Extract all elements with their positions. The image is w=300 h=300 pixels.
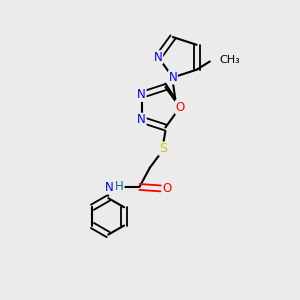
Text: N: N [105, 181, 113, 194]
Text: S: S [159, 142, 167, 155]
Text: N: N [137, 88, 146, 101]
Text: H: H [115, 180, 124, 194]
Text: CH₃: CH₃ [219, 55, 240, 65]
Text: N: N [154, 51, 163, 64]
Text: O: O [163, 182, 172, 195]
Text: N: N [137, 113, 146, 126]
Text: N: N [169, 71, 177, 84]
Text: O: O [176, 101, 185, 114]
